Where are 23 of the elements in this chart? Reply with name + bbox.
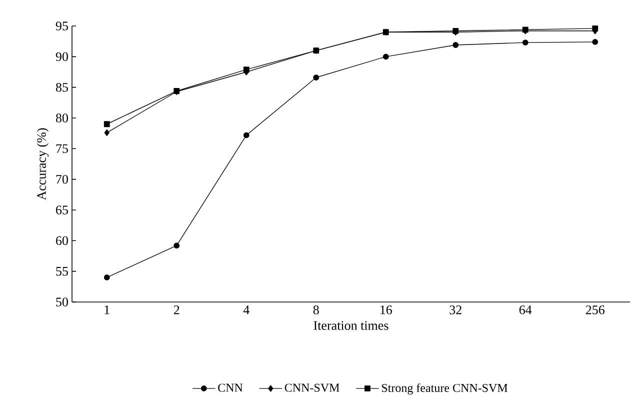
y-tick-label: 90: [56, 52, 68, 62]
x-tick-label: 32: [450, 306, 462, 314]
x-tick-label: 256: [586, 306, 604, 314]
legend-label: Strong feature CNN-SVM: [382, 383, 508, 395]
y-tick-label: 85: [56, 82, 68, 92]
legend-label: CNN-SVM: [284, 384, 340, 392]
y-tick-label: 55: [56, 267, 68, 276]
y-tick-label: 70: [56, 174, 68, 184]
x-axis-title: Iteration times: [314, 321, 388, 330]
x-tick-label: 4: [243, 306, 250, 314]
y-tick-label: 95: [56, 22, 68, 30]
y-tick-label: 65: [56, 206, 68, 214]
legend-label: CNN: [218, 384, 243, 392]
y-tick-label: 50: [56, 298, 68, 306]
y-tick-label: 60: [56, 236, 68, 246]
x-tick-label: 64: [519, 306, 532, 314]
y-tick-label: 80: [56, 114, 68, 122]
y-axis-title: Accuracy (%): [36, 128, 49, 200]
x-tick-label: 1: [104, 306, 110, 314]
x-tick-label: 8: [313, 306, 319, 314]
x-tick-label: 2: [174, 306, 180, 314]
x-tick-label: 16: [380, 306, 392, 314]
y-tick-label: 75: [56, 144, 68, 153]
